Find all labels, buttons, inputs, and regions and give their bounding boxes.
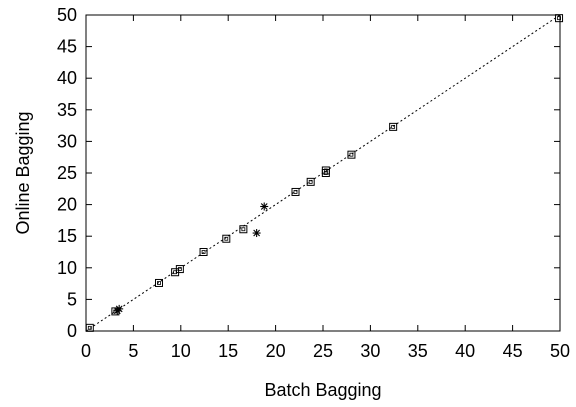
data-point-asterisk [260,202,269,211]
x-tick-label: 15 [218,341,238,361]
series-asterisk [113,202,269,315]
reference-line-layer [85,14,561,332]
x-tick-label: 20 [266,341,286,361]
y-tick-labels: 0 5 10 15 20 25 30 35 40 45 50 [57,5,77,341]
data-point-square [306,177,315,186]
x-tick-label: 0 [81,341,91,361]
x-tick-label: 5 [128,341,138,361]
y-tick-label: 25 [57,163,77,183]
diagonal-reference-line [85,14,561,332]
y-tick-label: 5 [67,289,77,309]
data-point-square [222,234,231,243]
y-tick-label: 20 [57,195,77,215]
data-point-square [239,225,248,234]
y-tick-label: 50 [57,5,77,25]
x-tick-labels: 0 5 10 15 20 25 30 35 40 45 50 [81,341,570,361]
y-tick-label: 15 [57,226,77,246]
data-point-square [347,150,356,159]
data-point-square [389,122,398,131]
x-axis-label: Batch Bagging [264,380,381,400]
y-tick-label: 35 [57,100,77,120]
y-tick-label: 30 [57,131,77,151]
series-square [85,14,564,332]
data-point-square [175,265,184,274]
x-tick-label: 35 [408,341,428,361]
data-points-layer [85,14,564,332]
y-tick-label: 40 [57,68,77,88]
x-tick-label: 10 [171,341,191,361]
y-tick-label: 10 [57,258,77,278]
y-tick-label: 0 [67,321,77,341]
y-axis-label: Online Bagging [13,111,33,234]
x-tick-label: 25 [313,341,333,361]
x-tick-label: 45 [503,341,523,361]
tick-marks-layer [85,14,561,332]
data-point-square [154,278,163,287]
data-point-square [321,166,330,175]
data-point-square [291,187,300,196]
x-tick-label: 50 [550,341,570,361]
x-tick-label: 40 [455,341,475,361]
x-tick-label: 30 [360,341,380,361]
y-tick-label: 45 [57,37,77,57]
data-point-asterisk [113,306,122,315]
data-point-asterisk [252,229,261,238]
data-point-square [199,248,208,256]
